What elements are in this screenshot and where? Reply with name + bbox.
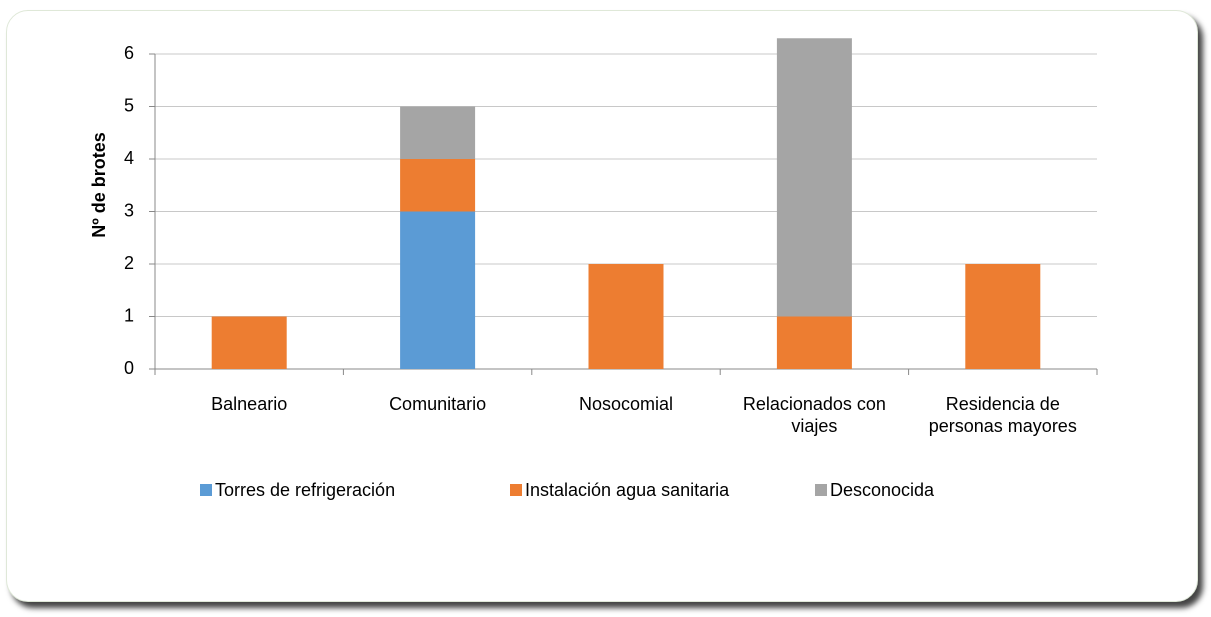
legend-swatch	[200, 484, 212, 496]
legend-label: Torres de refrigeración	[215, 480, 395, 500]
bar-segment	[400, 159, 476, 212]
y-tick-label: 2	[124, 253, 134, 273]
y-tick-label: 3	[124, 200, 134, 220]
x-tick-label: Residencia de personas mayores	[928, 394, 1077, 436]
x-tick-label: Balneario	[211, 394, 288, 414]
bar-segment	[211, 316, 287, 369]
y-tick-label: 1	[124, 305, 134, 325]
bar-segment	[776, 38, 852, 317]
bar-segment	[400, 106, 476, 159]
legend-label: Desconocida	[830, 480, 935, 500]
x-tick-label: Comunitario	[389, 394, 487, 414]
bar-segment	[965, 264, 1041, 369]
legend-swatch	[815, 484, 827, 496]
x-tick-label: Nosocomial	[578, 394, 674, 414]
y-tick-label: 5	[124, 95, 134, 115]
bar-segment	[400, 211, 476, 369]
y-axis-label: Nº de brotes	[89, 132, 109, 238]
x-tick-label: Relacionados con viajes	[742, 394, 886, 436]
legend-label: Instalación agua sanitaria	[525, 480, 730, 500]
legend-swatch	[510, 484, 522, 496]
bar-segment	[776, 316, 852, 369]
bar-segment	[588, 264, 664, 369]
y-tick-label: 0	[124, 358, 134, 378]
y-tick-label: 6	[124, 43, 134, 63]
y-tick-label: 4	[124, 148, 134, 168]
